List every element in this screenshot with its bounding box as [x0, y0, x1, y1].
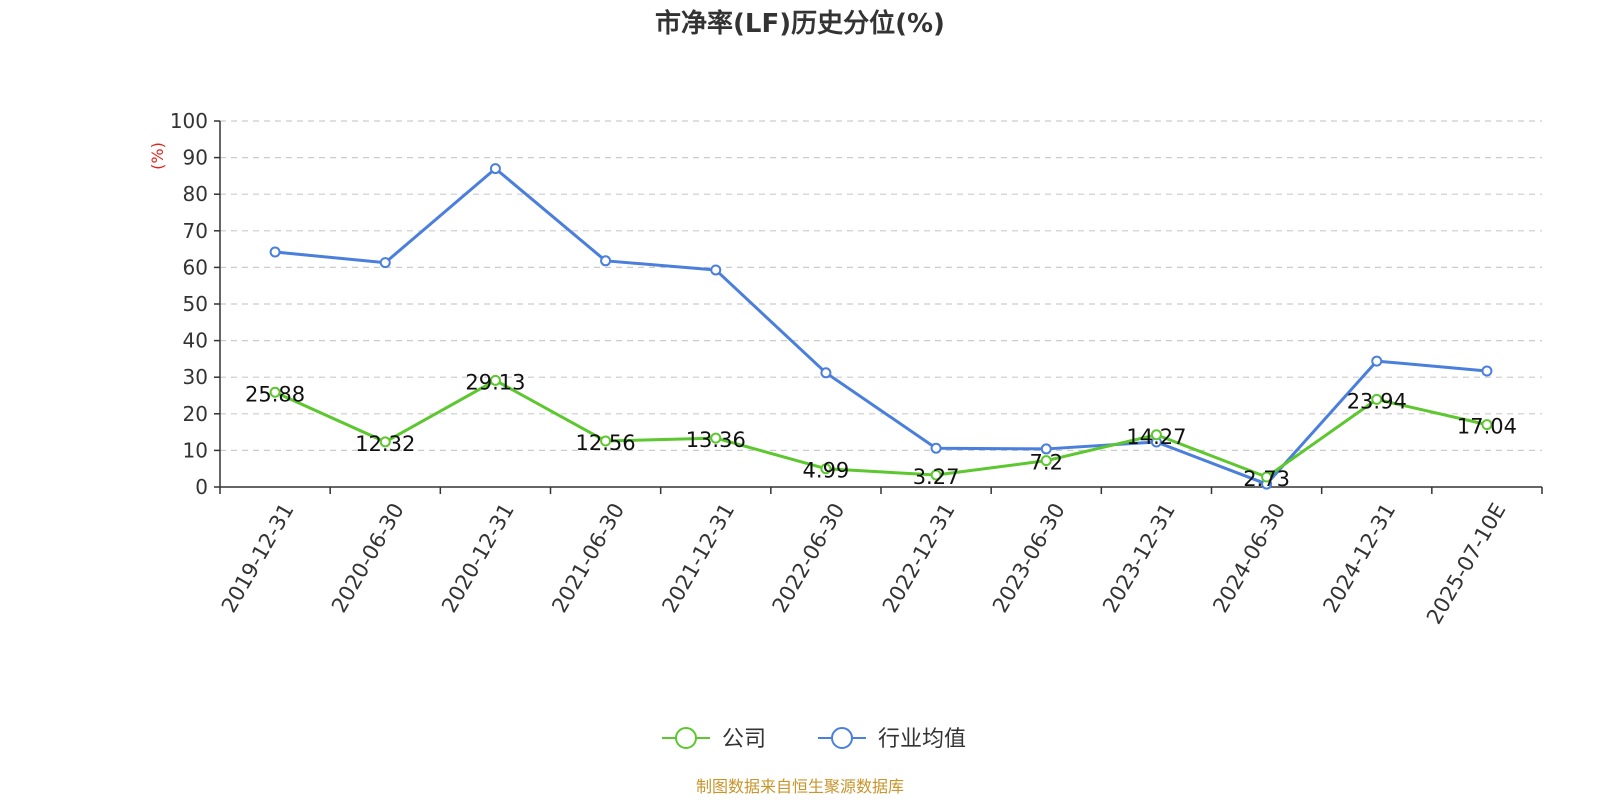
legend-marker-0	[675, 727, 697, 749]
x-tick-label: 2022-12-31	[878, 499, 960, 617]
axes: 0 10 20 30 40 50 60 70 80 90 100 2019-12-31 2020-06-…	[170, 109, 1543, 628]
series-point-1	[710, 264, 722, 276]
series-point-0	[1150, 429, 1162, 441]
series-point-1	[379, 257, 391, 269]
series-point-0	[489, 374, 501, 386]
x-tick-label: 2023-06-30	[988, 499, 1070, 617]
y-tick-label: 40	[183, 329, 208, 353]
x-tick-label: 2022-06-30	[768, 499, 850, 617]
series-line-0	[274, 378, 1488, 479]
y-tick-label: 70	[183, 219, 208, 243]
legend-label-1: 行业均值	[878, 727, 966, 752]
y-tick-label: 10	[183, 438, 208, 462]
data-label: 4.99	[803, 459, 850, 483]
series-point-0	[600, 435, 612, 447]
series-line-1	[274, 167, 1488, 486]
series-point-1	[269, 246, 281, 258]
data-label: 17.04	[1457, 415, 1517, 439]
y-tick-label: 80	[183, 182, 208, 206]
grid	[220, 120, 1542, 451]
series-point-1	[1481, 365, 1493, 377]
data-label: 7.2	[1030, 451, 1063, 475]
legend: 公司 行业均值	[662, 727, 966, 752]
data-label: 13.36	[686, 428, 746, 452]
series-point-1	[1040, 443, 1052, 455]
series-point-1	[600, 255, 612, 267]
data-label: 12.32	[355, 432, 415, 456]
x-tick-label: 2021-12-31	[657, 499, 739, 617]
data-label: 2.73	[1243, 467, 1290, 491]
source-note: 制图数据来自恒生聚源数据库	[696, 777, 904, 796]
series-point-1	[820, 367, 832, 379]
chart-title: 市净率(LF)历史分位(%)	[655, 8, 945, 39]
series-point-0	[1261, 471, 1273, 483]
x-tick-label: 2020-06-30	[327, 499, 409, 617]
series-point-1	[489, 163, 501, 175]
x-tick-label: 2021-06-30	[547, 499, 629, 617]
x-tick-label: 2025-07-10E	[1422, 499, 1510, 628]
data-label: 14.27	[1126, 425, 1186, 449]
legend-label-0: 公司	[722, 727, 766, 752]
data-label: 3.27	[913, 465, 960, 489]
series-point-0	[379, 436, 391, 448]
x-tick-label: 2024-06-30	[1208, 499, 1290, 617]
series-point-0	[269, 386, 281, 398]
y-tick-label: 60	[183, 255, 208, 279]
x-tick-label: 2019-12-31	[217, 499, 299, 617]
y-tick-label: 50	[183, 292, 208, 316]
y-tick-label: 30	[183, 365, 208, 389]
y-tick-label: 90	[183, 146, 208, 170]
data-label: 12.56	[576, 431, 636, 455]
series-point-1	[930, 442, 942, 454]
x-tick-label: 2024-12-31	[1318, 499, 1400, 617]
series-point-0	[710, 432, 722, 444]
data-labels: 25.88 12.32 29.13 12.56 13.36 4.99 3.27 7.2 14.2…	[245, 370, 1517, 491]
series-point-0	[1371, 393, 1383, 405]
y-tick-label: 0	[195, 475, 208, 499]
y-tick-label: 20	[183, 402, 208, 426]
data-label: 25.88	[245, 382, 305, 406]
data-label: 23.94	[1347, 389, 1407, 413]
series-point-1	[1371, 355, 1383, 367]
y-axis-label: (%)	[148, 142, 167, 170]
x-tick-label: 2020-12-31	[437, 499, 519, 617]
series-layer	[269, 163, 1493, 490]
y-tick-label: 100	[170, 109, 208, 133]
data-label: 29.13	[465, 370, 525, 394]
legend-marker-1	[831, 727, 853, 749]
series-point-0	[930, 469, 942, 481]
series-point-0	[1040, 455, 1052, 467]
x-tick-label: 2023-12-31	[1098, 499, 1180, 617]
series-point-0	[820, 463, 832, 475]
series-point-0	[1481, 419, 1493, 431]
